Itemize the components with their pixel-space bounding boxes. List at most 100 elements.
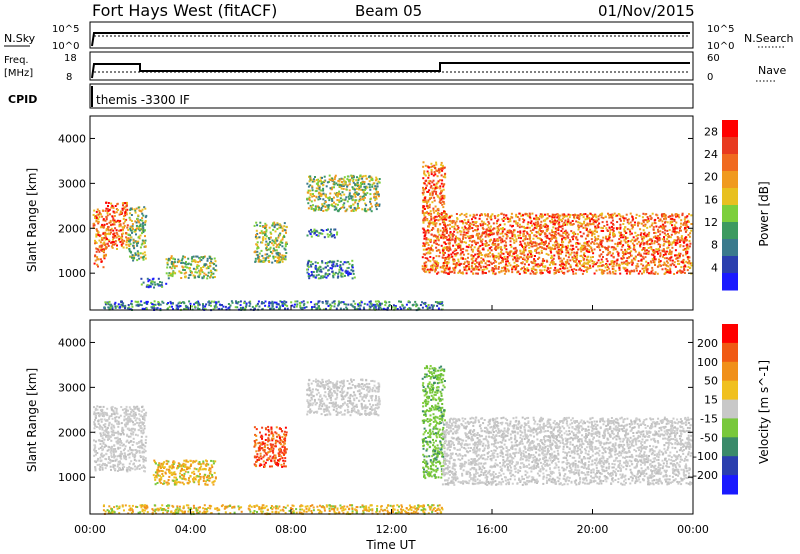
power-cell (327, 228, 329, 231)
power-cell (566, 215, 568, 218)
power-cell (650, 218, 653, 221)
power-cell (482, 228, 485, 231)
power-cell (505, 244, 508, 247)
power-cell (167, 259, 170, 262)
power-cell (183, 302, 186, 305)
power-cell (608, 236, 611, 239)
power-cell (310, 228, 312, 231)
power-cell (352, 187, 355, 190)
power-cell (652, 236, 655, 239)
power-cell (664, 271, 667, 274)
power-cell (511, 255, 514, 258)
power-cell (394, 306, 397, 309)
power-cell (105, 238, 108, 240)
power-cell (533, 226, 536, 229)
power-cell (683, 218, 686, 221)
power-cell (607, 267, 610, 270)
power-cell (565, 262, 568, 265)
power-cell (546, 266, 549, 269)
power-cell (166, 266, 169, 269)
power-cell (437, 180, 440, 183)
power-cell (276, 222, 279, 225)
power-cell (602, 217, 605, 220)
power-cell (591, 231, 594, 234)
power-cell (613, 246, 615, 249)
power-cell (484, 265, 487, 268)
power-cell (132, 259, 135, 262)
power-cell (616, 259, 619, 262)
power-cell (431, 249, 434, 251)
power-cell (121, 233, 123, 236)
power-cell (496, 238, 499, 241)
power-cell (128, 245, 131, 248)
power-cell (340, 200, 343, 203)
power-cell (580, 247, 583, 250)
power-cell (440, 244, 443, 247)
power-cell (351, 265, 353, 268)
power-cell (332, 179, 334, 182)
power-cell (557, 270, 560, 273)
power-cell (333, 236, 336, 239)
power-cell (355, 307, 358, 310)
power-cell (686, 252, 689, 255)
power-cell (140, 304, 143, 307)
power-cell (134, 300, 137, 303)
power-cell (185, 263, 188, 266)
power-cell (606, 269, 609, 272)
power-cell (212, 263, 215, 266)
power-cell (509, 251, 512, 253)
power-cell (535, 242, 538, 245)
power-cell (161, 285, 163, 288)
power-cell (540, 239, 543, 242)
power-cell (585, 229, 588, 232)
power-cell (583, 261, 586, 264)
power-cell (584, 245, 587, 248)
power-cell (318, 270, 321, 273)
power-cell (426, 241, 429, 244)
power-cell (435, 242, 438, 245)
power-cell (529, 222, 532, 225)
power-cell (121, 305, 124, 308)
nave-tick-top: 60 (707, 53, 720, 64)
power-cell (540, 230, 543, 233)
power-cell (435, 262, 438, 264)
power-cell (617, 242, 620, 245)
power-cell (457, 258, 460, 261)
power-cell (669, 222, 672, 225)
power-cell (586, 217, 589, 220)
power-cell (308, 175, 310, 178)
power-cell (151, 303, 154, 306)
power-cell (454, 223, 457, 226)
power-cell (183, 269, 186, 271)
power-cell (407, 308, 409, 310)
power-cell (273, 226, 276, 229)
power-cell (128, 216, 131, 219)
power-cell (136, 244, 139, 247)
power-cell (274, 255, 277, 258)
power-cell (280, 239, 283, 242)
power-cell (657, 235, 660, 238)
power-cell (586, 234, 589, 237)
power-cell (496, 226, 499, 228)
power-cell (584, 224, 587, 227)
power-cell (245, 302, 248, 305)
power-cell (375, 196, 378, 198)
power-cell (530, 220, 533, 223)
power-cell (667, 258, 670, 261)
power-cell (234, 306, 237, 309)
power-cell (523, 246, 525, 248)
power-cell (529, 234, 531, 237)
power-cell (332, 272, 335, 275)
power-cell (444, 262, 447, 265)
power-cell (503, 216, 506, 219)
power-cell (574, 259, 577, 262)
power-cell (93, 222, 95, 225)
power-cell (341, 275, 344, 278)
power-cell (558, 263, 561, 266)
power-cell (139, 219, 142, 222)
power-cell (518, 272, 521, 275)
power-cell (651, 222, 654, 225)
power-cell (348, 192, 351, 195)
power-cell (466, 232, 469, 235)
power-cell (368, 307, 371, 310)
